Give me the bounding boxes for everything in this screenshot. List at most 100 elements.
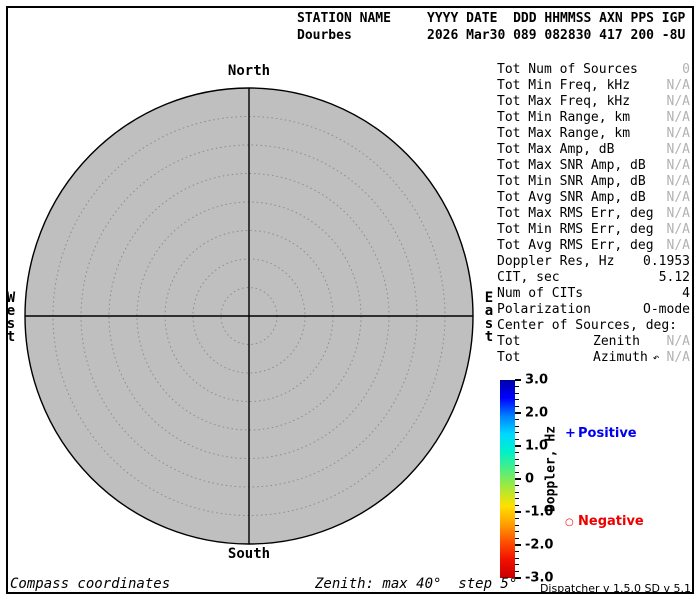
colorbar-minor-tick [515, 452, 519, 454]
window-border [6, 6, 694, 594]
doppler-colorbar: 3.0 2.0 1.0 0 -1.0 -2.0 -3.0 [500, 373, 695, 586]
colorbar-tick-label: 0 [525, 471, 535, 487]
stat-label: Center of Sources, deg: [497, 318, 678, 333]
app-version: Dispatcher v 1.5.0 SD v 5.1 [539, 582, 691, 595]
legend-positive-label: Positive [578, 426, 637, 441]
colorbar-axis-title: Doppler, Hz [543, 425, 559, 513]
stat-label: Polarization [497, 302, 591, 317]
colorbar-gradient [500, 380, 515, 578]
colorbar-minor-tick [515, 537, 519, 539]
header-values: 2026 Mar30 089 082830 417 200 -8U [427, 28, 686, 43]
colorbar-minor-tick [515, 570, 519, 572]
compass-label-south: South [227, 546, 271, 562]
stat-value: N/A [666, 334, 690, 349]
colorbar-minor-tick [515, 564, 519, 566]
colorbar-minor-tick [515, 465, 519, 467]
legend-negative: ○ Negative [565, 514, 644, 529]
colorbar-minor-tick [515, 425, 519, 427]
colorbar-minor-tick [515, 458, 519, 460]
colorbar-minor-tick [515, 405, 519, 407]
station-name-value: Dourbes [297, 28, 352, 43]
stat-label: Tot Min Freq, kHz [497, 78, 631, 93]
colorbar-major-tick [515, 577, 521, 579]
stat-value: N/A [666, 174, 690, 189]
stat-value: 5.12 [658, 270, 690, 285]
header-columns: YYYY DATE DDD HHMMSS AXN PPS IGP [427, 11, 686, 26]
stat-row: Tot Min Range, km N/A [497, 110, 690, 126]
stat-label: Tot Max SNR Amp, dB [497, 158, 646, 173]
stat-label: Tot [497, 350, 521, 365]
colorbar-major-tick [515, 445, 521, 447]
colorbar-minor-tick [515, 485, 519, 487]
colorbar-minor-tick [515, 471, 519, 473]
station-name-label: STATION NAME [297, 11, 391, 26]
stat-label: Tot Min Range, km [497, 110, 631, 125]
stat-value: N/A [666, 94, 690, 109]
colorbar-minor-tick [515, 498, 519, 500]
stat-row: Tot Avg RMS Err, deg N/A [497, 238, 690, 254]
legend-negative-label: Negative [578, 514, 644, 529]
colorbar-minor-tick [515, 392, 519, 394]
colorbar-minor-tick [515, 504, 519, 506]
compass-label-west: West [3, 290, 19, 342]
stat-row: Tot Min Freq, kHz N/A [497, 78, 690, 94]
stat-row: Polarization O-mode [497, 302, 690, 318]
stat-value: 0.1953 [643, 254, 690, 269]
colorbar-tick-label: -3.0 [525, 570, 554, 586]
stat-row: Tot Avg SNR Amp, dB N/A [497, 190, 690, 206]
stat-row: Tot Min RMS Err, deg N/A [497, 222, 690, 238]
stat-row: Tot Max Range, km N/A [497, 126, 690, 142]
plus-icon: + [565, 426, 576, 441]
stat-row: Tot Max RMS Err, deg N/A [497, 206, 690, 222]
stat-label: Num of CITs [497, 286, 584, 301]
stat-row: Center of Sources, deg: [497, 318, 690, 334]
colorbar-minor-tick [515, 386, 519, 388]
stat-label: Tot Num of Sources [497, 62, 638, 77]
compass-label-east: East [481, 290, 497, 342]
stat-row: CIT, sec 5.12 [497, 270, 690, 286]
stat-row: Num of CITs 4 [497, 286, 690, 302]
curved-arrow-icon: ↶ [652, 351, 660, 364]
zenith-scale-note: Zenith: max 40° step 5° [315, 576, 518, 592]
colorbar-major-tick [515, 379, 521, 381]
stat-row: Tot Zenith N/A [497, 334, 690, 350]
stat-label: CIT, sec [497, 270, 560, 285]
legend-positive: + Positive [565, 426, 637, 441]
colorbar-tick-label: 3.0 [525, 372, 549, 388]
colorbar-tick-label: -2.0 [525, 537, 554, 553]
stat-value: N/A [666, 238, 690, 253]
stat-row: Tot Max Freq, kHz N/A [497, 94, 690, 110]
skymap-plot [24, 87, 474, 545]
coordinates-mode-note: Compass coordinates [10, 576, 171, 592]
colorbar-minor-tick [515, 438, 519, 440]
stat-label: Doppler Res, Hz [497, 254, 615, 269]
colorbar-major-tick [515, 412, 521, 414]
stat-value: N/A [666, 158, 690, 173]
stat-label: Tot Max Range, km [497, 126, 631, 141]
stat-label: Tot Min SNR Amp, dB [497, 174, 646, 189]
stat-label: Tot Max Freq, kHz [497, 94, 631, 109]
stat-value: N/A [666, 78, 690, 93]
stat-value: N/A [666, 206, 690, 221]
stat-value: N/A [666, 190, 690, 205]
stat-value: O-mode [643, 302, 690, 317]
stat-value: 0 [682, 62, 690, 77]
stat-value: N/A [666, 222, 690, 237]
stat-value: N/A [666, 110, 690, 125]
stat-row: Tot Max SNR Amp, dB N/A [497, 158, 690, 174]
stat-value: 4 [682, 286, 690, 301]
stat-row: Tot Num of Sources 0 [497, 62, 690, 78]
stat-label: Tot Max RMS Err, deg [497, 206, 654, 221]
colorbar-minor-tick [515, 551, 519, 553]
colorbar-minor-tick [515, 399, 519, 401]
stat-row: Tot Azimuth ↶ N/A [497, 350, 690, 366]
stat-value: N/A [666, 350, 690, 365]
colorbar-minor-tick [515, 518, 519, 520]
stat-row: Tot Min SNR Amp, dB N/A [497, 174, 690, 190]
colorbar-minor-tick [515, 419, 519, 421]
stat-row: Doppler Res, Hz 0.1953 [497, 254, 690, 270]
stat-value: N/A [666, 126, 690, 141]
colorbar-major-tick [515, 511, 521, 513]
statistics-panel: Tot Num of Sources 0 Tot Min Freq, kHz N/A T… [497, 62, 690, 366]
colorbar-major-tick [515, 478, 521, 480]
